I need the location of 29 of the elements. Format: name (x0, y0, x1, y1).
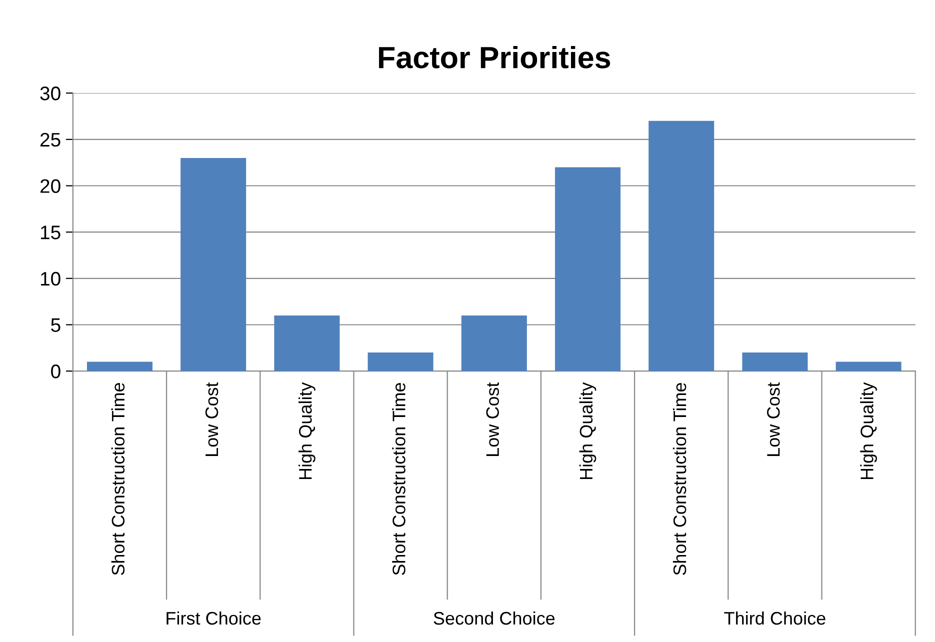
text: First Choice (166, 611, 261, 625)
x-tick-label: Low Cost (767, 382, 780, 456)
y-tick-label: 30 (40, 86, 60, 100)
x-tick-label: Short Construction Time (672, 382, 686, 576)
x-tick-label: High Quality (860, 382, 877, 480)
y-tick-label: 15 (40, 226, 60, 240)
text: Second Choice (434, 611, 555, 625)
bar (554, 167, 621, 372)
text: Third Choice (724, 611, 826, 625)
x-tick-label: Low Cost (486, 382, 499, 456)
x-tick-label: High Quality (579, 382, 596, 480)
x-tick-label: Short Construction Time (111, 382, 125, 576)
y-tick-label: 20 (40, 179, 60, 193)
bar (648, 120, 714, 372)
bar (742, 352, 808, 372)
chart-title: Factor Priorities (379, 46, 610, 68)
bar (461, 315, 527, 372)
y-tick-label: 5 (51, 318, 60, 332)
bar (86, 362, 152, 372)
x-tick-label: High Quality (298, 382, 316, 480)
x-tick-label: Low Cost (205, 382, 218, 456)
bar (180, 158, 246, 372)
bar (274, 315, 340, 372)
y-tick-label: 25 (40, 132, 60, 147)
bar (836, 362, 902, 372)
y-tick-label: 10 (40, 272, 60, 286)
x-tick-label: Short Construction Time (392, 382, 406, 576)
y-tick-label: 0 (51, 364, 60, 378)
bar (368, 352, 434, 372)
